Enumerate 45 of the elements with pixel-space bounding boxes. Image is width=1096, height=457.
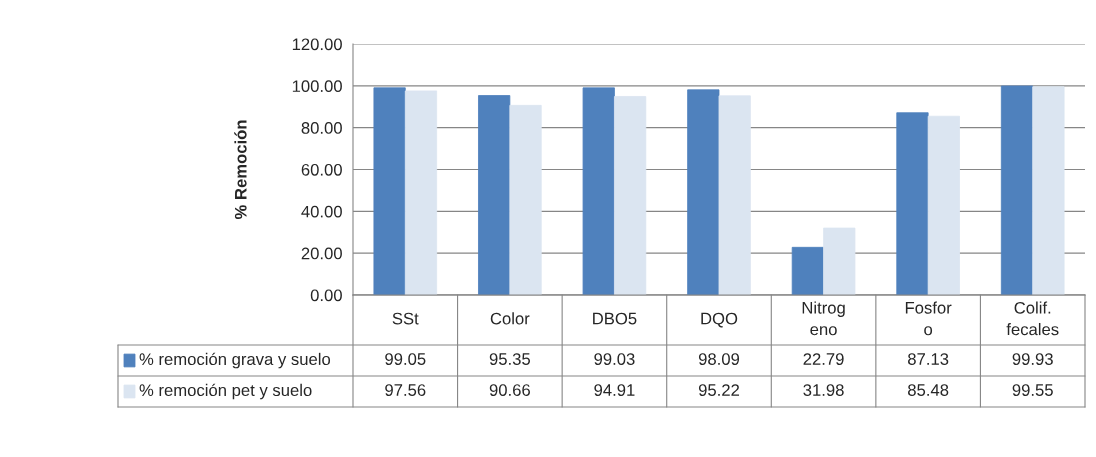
bar xyxy=(582,87,615,295)
data-label: 22.79 xyxy=(803,353,844,365)
data-label: 85.48 xyxy=(908,384,949,396)
data-label: 98.09 xyxy=(698,353,740,365)
y-axis-title: % Remoción xyxy=(234,120,247,220)
bar xyxy=(1032,86,1065,295)
bar xyxy=(823,227,856,295)
data-label: 90.66 xyxy=(489,384,530,396)
y-tick-label: 120.00 xyxy=(292,38,342,51)
y-tick-label: 20.00 xyxy=(301,247,342,260)
data-label: 97.56 xyxy=(385,384,426,396)
x-tick-label: Color xyxy=(490,312,530,325)
y-tick-label: 100.00 xyxy=(292,80,342,93)
bar xyxy=(509,104,542,295)
x-tick-label: Colif. fecales xyxy=(1006,301,1059,336)
bar xyxy=(718,95,751,295)
legend-label: % remoción pet y suelo xyxy=(139,383,312,400)
bar xyxy=(927,115,960,295)
bar xyxy=(373,87,406,295)
bar xyxy=(1000,85,1034,295)
x-tick-label: DQO xyxy=(701,312,738,328)
x-tick-label: Fosfor o xyxy=(905,301,952,336)
data-label: 87.13 xyxy=(908,353,949,365)
data-label: 99.55 xyxy=(1012,384,1053,396)
legend-label: % remoción grava y suelo xyxy=(139,352,331,369)
x-tick-label: Nitrog eno xyxy=(802,301,845,336)
bar xyxy=(896,112,929,295)
y-tick-label: 0.00 xyxy=(310,289,342,302)
bar xyxy=(791,246,824,295)
bar xyxy=(478,95,511,295)
data-label: 99.93 xyxy=(1012,353,1053,365)
data-label: 95.22 xyxy=(698,384,740,396)
x-tick-label: SSt xyxy=(392,312,419,325)
y-tick-label: 40.00 xyxy=(301,205,342,218)
data-label: 31.98 xyxy=(803,384,844,396)
data-label: 95.35 xyxy=(489,353,531,365)
y-tick-label: 60.00 xyxy=(301,163,342,176)
bar xyxy=(404,90,438,295)
x-tick-label: DBO5 xyxy=(593,312,637,325)
data-label: 99.05 xyxy=(385,353,426,365)
y-tick-label: 80.00 xyxy=(301,122,342,134)
data-label: 94.91 xyxy=(594,384,635,396)
data-label: 99.03 xyxy=(594,353,635,365)
bar xyxy=(687,89,720,295)
bar xyxy=(614,96,647,295)
